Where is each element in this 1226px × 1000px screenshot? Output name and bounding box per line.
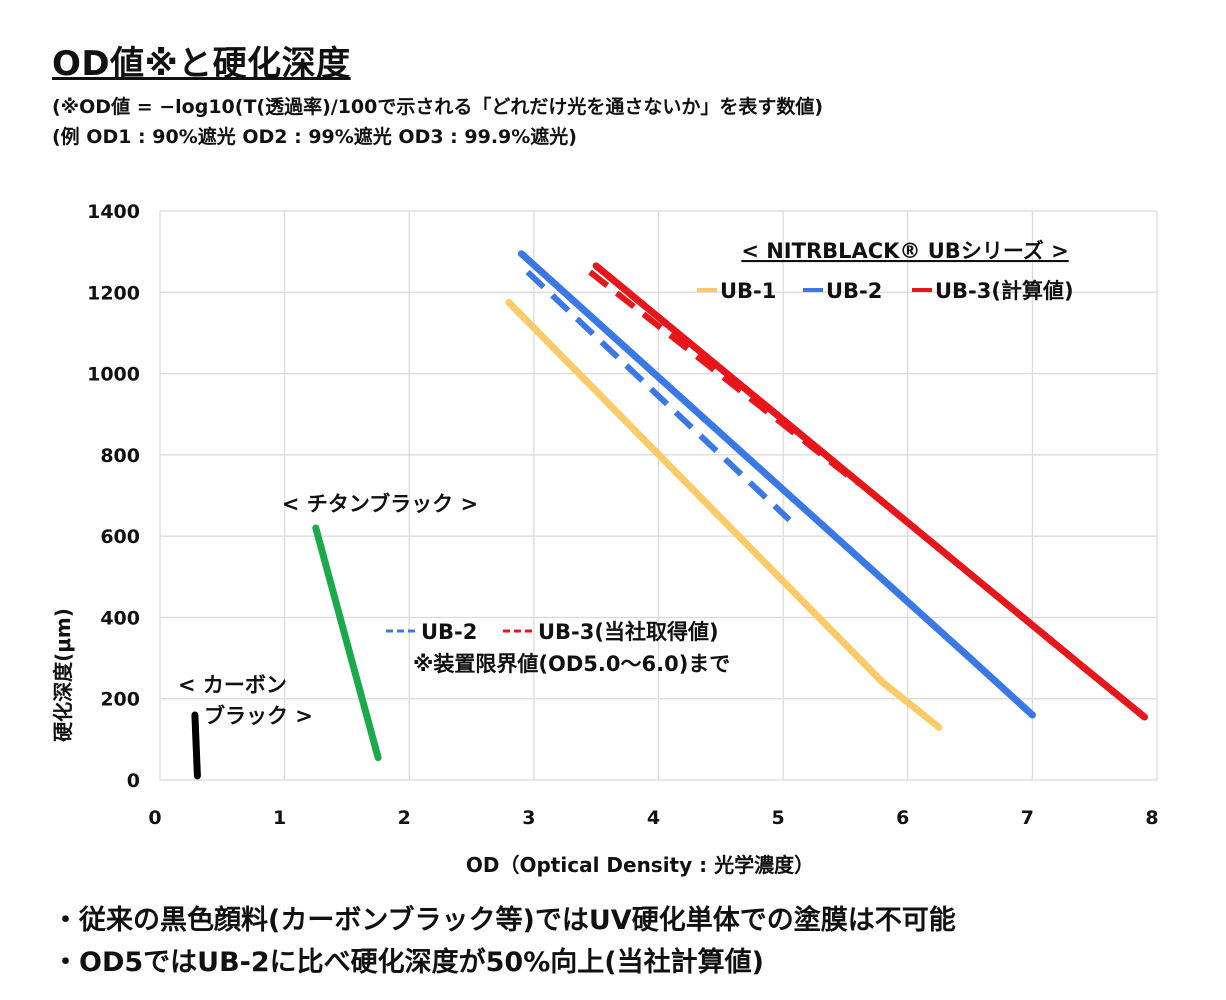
y-tick-label: 1200 — [87, 282, 140, 304]
x-tick-label: 0 — [148, 807, 161, 829]
x-tick-label: 7 — [1021, 807, 1034, 829]
y-axis-label: 硬化深度(μm) — [51, 608, 75, 742]
y-tick-label: 0 — [127, 770, 140, 792]
x-tick-labels: 0 1 2 3 4 5 6 7 8 — [148, 807, 1158, 829]
legend-label-ub3: UB-3(計算値) — [935, 279, 1074, 303]
series-line-ub-2 — [517, 250, 1036, 719]
carbon-black-label-line2: ブラック > — [204, 704, 313, 728]
y-tick-label: 600 — [100, 526, 140, 548]
legend-label-ub2-dashed: UB-2 — [421, 620, 477, 644]
x-tick-label: 6 — [896, 807, 909, 829]
titanium-black-label: < チタンブラック > — [282, 492, 478, 516]
series-line-ub-2-dashed — [525, 269, 792, 523]
x-tick-label: 2 — [398, 807, 411, 829]
legend-label-ub1: UB-1 — [720, 279, 776, 303]
legend-label-ub2: UB-2 — [826, 279, 882, 303]
series-line-ub-3 — [592, 262, 1148, 721]
y-tick-label: 1400 — [87, 201, 140, 223]
x-axis-label: OD（Optical Density : 光学濃度） — [466, 853, 814, 877]
x-tick-label: 3 — [522, 807, 535, 829]
y-tick-labels: 0 200 400 600 800 1000 1200 1400 — [87, 201, 140, 792]
summary-bullets: ・従来の黒色顔料(カーボンブラック等)ではUV硬化単体での塗膜は不可能 ・OD5… — [52, 900, 956, 984]
series-line-ub-1 — [505, 298, 943, 731]
od-example-note: (例 OD1 : 90%遮光 OD2 : 99%遮光 OD3 : 99.9%遮光… — [52, 126, 577, 148]
x-tick-label: 4 — [647, 807, 660, 829]
series-line- — [312, 524, 382, 762]
cure-depth-chart: 0 1 2 3 4 5 6 7 8 0 200 400 600 800 1000 1200 1400 OD（O… — [51, 201, 1159, 877]
y-tick-label: 1000 — [87, 364, 140, 386]
series-line-ub-3-dashed — [588, 269, 860, 486]
legend-title: < NITRBLACK® UBシリーズ > — [741, 239, 1068, 263]
x-tick-label: 5 — [772, 807, 785, 829]
legend-label-ub3-dashed: UB-3(当社取得値) — [538, 620, 719, 644]
legend-measured: UB-2 UB-3(当社取得値) ※装置限界値(OD5.0～6.0)まで — [386, 620, 730, 676]
y-tick-label: 200 — [100, 689, 140, 711]
series-lines — [191, 250, 1148, 780]
x-tick-label: 1 — [273, 807, 286, 829]
carbon-black-label-line1: < カーボン — [178, 673, 287, 697]
bullet-item: ・OD5ではUB-2に比べ硬化深度が50%向上(当社計算値) — [52, 947, 764, 978]
y-tick-label: 400 — [100, 607, 140, 629]
od-definition-note: (※OD値 = −log10(T(透過率)/100で示される「どれだけ光を通さな… — [52, 96, 824, 118]
x-tick-label: 8 — [1145, 807, 1158, 829]
series-line- — [191, 711, 201, 780]
measurement-limit-note: ※装置限界値(OD5.0～6.0)まで — [413, 652, 730, 676]
page-title: OD値※と硬化深度 — [52, 44, 351, 84]
legend-top: < NITRBLACK® UBシリーズ > UB-1 UB-2 UB-3(計算値… — [697, 239, 1074, 303]
bullet-item: ・従来の黒色顔料(カーボンブラック等)ではUV硬化単体での塗膜は不可能 — [52, 905, 956, 936]
y-tick-label: 800 — [100, 445, 140, 467]
